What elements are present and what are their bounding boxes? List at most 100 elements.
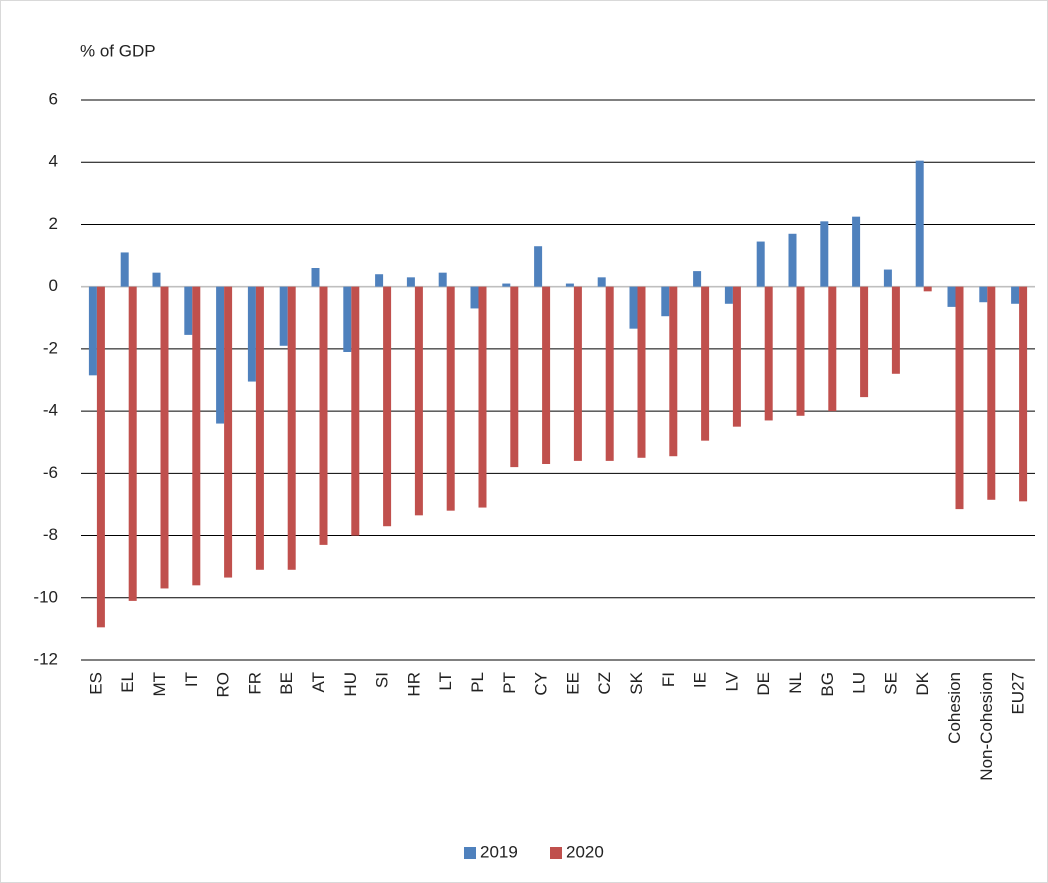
- bar: [470, 286, 479, 309]
- x-tick-label: EL: [118, 672, 137, 693]
- y-tick-label: -6: [43, 463, 58, 482]
- legend-swatch: [550, 847, 562, 859]
- y-tick-label: 6: [49, 89, 58, 108]
- bar: [820, 221, 829, 287]
- bar: [351, 286, 360, 536]
- x-tick-label: LT: [436, 672, 455, 691]
- y-tick-label: -8: [43, 525, 58, 544]
- x-tick-label: HU: [341, 672, 360, 697]
- bar: [852, 216, 861, 287]
- bar: [955, 286, 964, 510]
- bar: [120, 252, 129, 287]
- bar: [311, 268, 320, 287]
- legend-label: 2019: [480, 842, 518, 861]
- legend-swatch: [464, 847, 476, 859]
- x-tick-label: IT: [182, 672, 201, 687]
- bar: [478, 286, 487, 508]
- bar: [883, 269, 892, 287]
- y-tick-label: -2: [43, 338, 58, 357]
- bar: [128, 286, 137, 601]
- bar: [788, 233, 797, 287]
- bar: [383, 286, 392, 527]
- x-tick-label: PT: [500, 672, 519, 694]
- x-tick-label: NL: [786, 672, 805, 694]
- bar: [947, 286, 956, 307]
- x-tick-label: BG: [818, 672, 837, 697]
- bar: [923, 286, 932, 292]
- x-tick-label: FR: [245, 672, 264, 695]
- bar: [510, 286, 519, 468]
- x-tick-label: SI: [373, 672, 392, 688]
- bar: [693, 271, 702, 287]
- bar: [629, 286, 638, 329]
- bar: [701, 286, 710, 441]
- y-tick-label: 0: [49, 276, 58, 295]
- x-tick-label: CZ: [595, 672, 614, 695]
- bar: [573, 286, 582, 461]
- bar: [192, 286, 201, 586]
- bar: [987, 286, 996, 500]
- bar: [287, 286, 296, 570]
- bar: [160, 286, 169, 589]
- bar: [542, 286, 551, 464]
- x-tick-label: EU27: [1009, 672, 1028, 715]
- bar: [669, 286, 678, 457]
- x-tick-label: FI: [659, 672, 678, 687]
- x-tick-label: DK: [913, 671, 932, 695]
- bar: [216, 286, 225, 424]
- bar: [756, 241, 765, 287]
- bar: [406, 277, 415, 287]
- bar: [414, 286, 423, 516]
- x-tick-label: LV: [722, 671, 741, 691]
- bar: [224, 286, 233, 578]
- bar: [661, 286, 670, 317]
- x-tick-label: LU: [850, 672, 869, 694]
- bar: [828, 286, 837, 412]
- x-tick-label: SK: [627, 671, 646, 694]
- bar: [915, 160, 924, 287]
- x-tick-label: CY: [532, 672, 551, 696]
- x-tick-label: MT: [150, 672, 169, 697]
- bar: [979, 286, 988, 303]
- bar: [1011, 286, 1020, 304]
- bar: [891, 286, 900, 374]
- y-tick-label: -12: [33, 649, 58, 668]
- legend-label: 2020: [566, 842, 604, 861]
- y-axis-label: % of GDP: [80, 41, 156, 60]
- bar: [255, 286, 264, 570]
- bar: [637, 286, 646, 458]
- y-tick-label: 4: [49, 152, 58, 171]
- x-tick-label: Non-Cohesion: [977, 672, 996, 781]
- x-tick-label: EE: [563, 672, 582, 695]
- bar: [375, 274, 384, 287]
- bar: [247, 286, 256, 382]
- bar: [732, 286, 741, 427]
- bar: [279, 286, 288, 346]
- bar: [88, 286, 97, 376]
- bar: [1019, 286, 1028, 502]
- bar: [724, 286, 733, 304]
- bar: [796, 286, 805, 416]
- bar: [446, 286, 455, 511]
- bar: [764, 286, 773, 421]
- bar: [502, 283, 511, 287]
- bar: [184, 286, 193, 335]
- x-tick-label: PL: [468, 672, 487, 693]
- x-tick-label: DE: [754, 672, 773, 696]
- bar: [319, 286, 328, 545]
- bar: [597, 277, 606, 287]
- y-tick-label: -10: [33, 587, 58, 606]
- x-tick-label: ES: [86, 672, 105, 695]
- x-tick-label: IE: [691, 672, 710, 688]
- x-tick-label: RO: [214, 672, 233, 698]
- bar: [565, 283, 574, 287]
- bar: [152, 272, 161, 287]
- x-tick-label: AT: [309, 672, 328, 692]
- x-tick-label: Cohesion: [945, 672, 964, 744]
- bar: [96, 286, 105, 628]
- bar: [860, 286, 869, 398]
- y-tick-label: 2: [49, 214, 58, 233]
